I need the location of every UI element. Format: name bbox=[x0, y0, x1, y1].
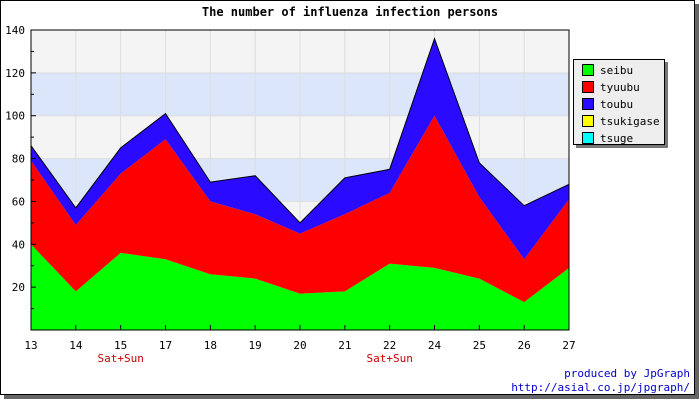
y-tick-label-140: 140 bbox=[5, 24, 25, 37]
x-axis-labels: 13 14 15 17 18 19 20 21 22 24 25 26 27 Sat+Sun Sat+Sun bbox=[24, 339, 575, 365]
plot-axes bbox=[30, 29, 570, 331]
x-tick-label-17: 17 bbox=[159, 339, 172, 352]
y-tick-label-120: 120 bbox=[5, 67, 25, 80]
x-tick-label-20: 20 bbox=[293, 339, 306, 352]
y-tick-label-40: 40 bbox=[12, 238, 25, 251]
chart-title: The number of influenza infection person… bbox=[202, 5, 498, 19]
legend-label-tsukigase: tsukigase bbox=[600, 115, 660, 128]
legend-label-tsuge: tsuge bbox=[600, 132, 633, 145]
legend-label-tyuubu: tyuubu bbox=[600, 81, 640, 94]
area-seibu bbox=[31, 244, 569, 330]
x-tick-label-21: 21 bbox=[338, 339, 351, 352]
legend-items: seibu tyuubu toubu tsukigase tsuge bbox=[582, 64, 660, 145]
legend: seibu tyuubu toubu tsukigase tsuge bbox=[573, 59, 668, 148]
legend-label-seibu: seibu bbox=[600, 64, 633, 77]
credits-line1: produced by JpGraph bbox=[564, 367, 690, 380]
y-tick-label-60: 60 bbox=[12, 195, 25, 208]
legend-swatch-tyuubu bbox=[582, 81, 594, 93]
x-tick-label-15: 15 bbox=[114, 339, 127, 352]
y-tick-label-80: 80 bbox=[12, 153, 25, 166]
legend-swatch-seibu bbox=[582, 64, 594, 76]
y-tick-label-20: 20 bbox=[12, 281, 25, 294]
x-tick-label-27: 27 bbox=[562, 339, 575, 352]
legend-label-toubu: toubu bbox=[600, 98, 633, 111]
legend-swatch-toubu bbox=[582, 98, 594, 110]
x-tick-label-19: 19 bbox=[249, 339, 262, 352]
x-tick-label-14: 14 bbox=[69, 339, 83, 352]
x-tick-label-24: 24 bbox=[428, 339, 442, 352]
x-tick-label-25: 25 bbox=[473, 339, 486, 352]
stack-outline bbox=[30, 37, 570, 224]
legend-swatch-tsuge bbox=[582, 132, 594, 144]
x-tick-label-22: 22 bbox=[383, 339, 396, 352]
area-toubu bbox=[31, 38, 569, 260]
x-tick-label-26: 26 bbox=[518, 339, 531, 352]
x-tick-label-18: 18 bbox=[204, 339, 217, 352]
plot-areas bbox=[30, 37, 570, 330]
x-tick-label-13: 13 bbox=[24, 339, 37, 352]
x-note-22: Sat+Sun bbox=[366, 352, 412, 365]
area-tyuubu bbox=[31, 115, 569, 303]
x-note-15: Sat+Sun bbox=[97, 352, 143, 365]
y-tick-label-100: 100 bbox=[5, 110, 25, 123]
credits-line2: http://asial.co.jp/jpgraph/ bbox=[511, 381, 690, 394]
legend-swatch-tsukigase bbox=[582, 115, 594, 127]
y-axis-labels: 20 40 60 80 100 120 140 bbox=[5, 24, 25, 294]
